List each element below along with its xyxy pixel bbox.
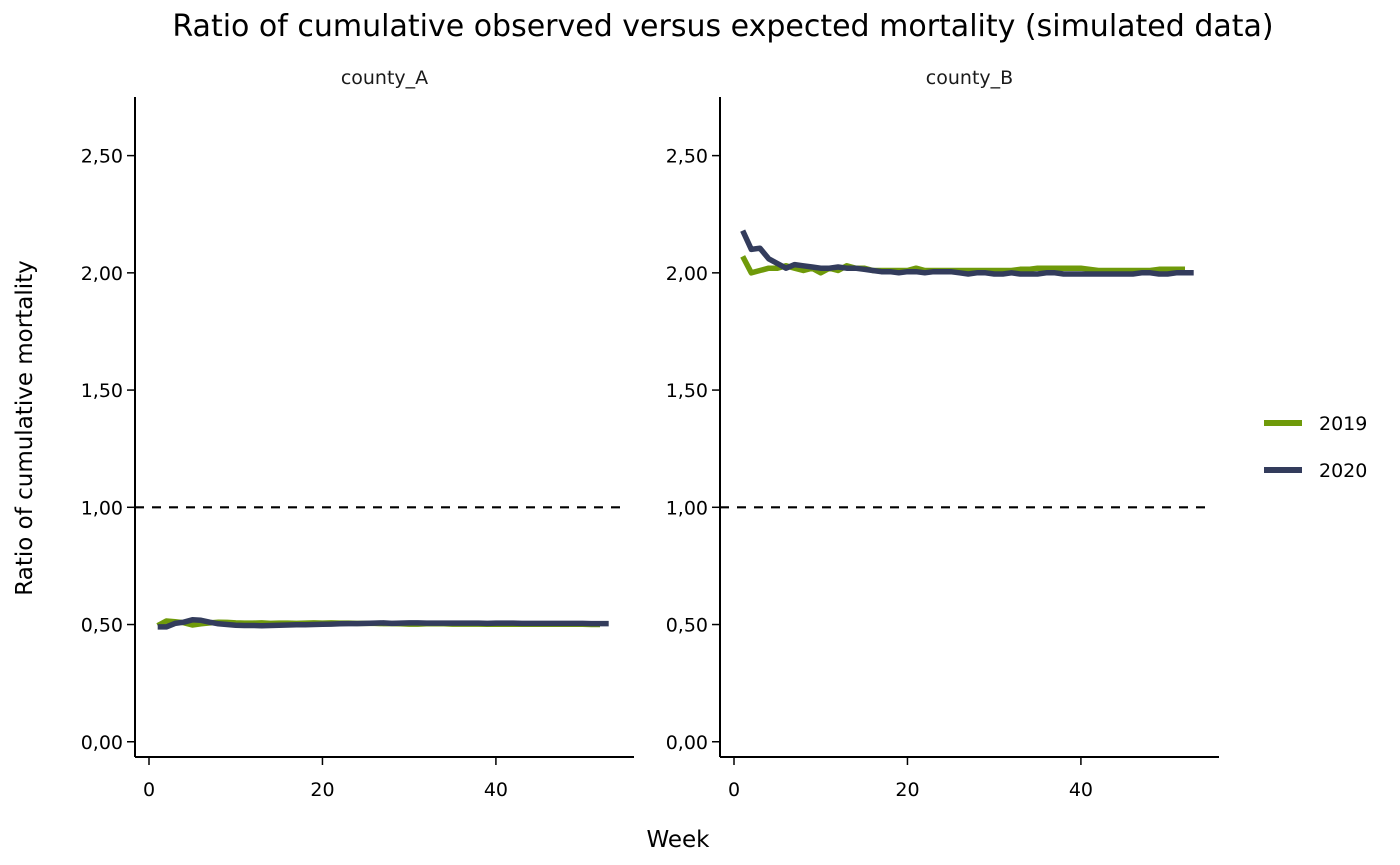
strip-label: county_A: [341, 67, 428, 89]
legend-label-2020: 2020: [1319, 460, 1367, 482]
y-tick-label: 1,00: [81, 497, 123, 519]
x-tick-label: 20: [895, 779, 919, 801]
facet-panels: county_A0,000,501,001,502,002,500 20 40cou…: [81, 67, 1219, 801]
y-tick-label: 2,00: [81, 263, 123, 285]
x-tick-label: 40: [484, 779, 508, 801]
y-tick-label: 0,00: [81, 732, 123, 754]
x-tick-label: 0: [728, 779, 740, 801]
series-line-2020: [157, 617, 609, 630]
x-axis-title: Week: [646, 827, 710, 853]
panel-county_A: county_A 0,00 0,50 1,00 1,50 2,00 2,50 0 20 40: [81, 67, 634, 801]
strip-label: county_B: [926, 67, 1013, 89]
x-tick-label: 0: [143, 779, 155, 801]
legend: 2019 2020: [1264, 413, 1367, 482]
series-line-2019: [740, 255, 1185, 276]
y-tick-label: 0,50: [81, 615, 123, 637]
legend-label-2019: 2019: [1319, 413, 1367, 435]
series-line-2020: [740, 229, 1194, 277]
y-tick-label: 1,00: [666, 497, 708, 519]
x-tick-label: 40: [1069, 779, 1093, 801]
y-tick-label: 2,00: [666, 263, 708, 285]
panel-county_B: county_B 0,00 0,50 1,00 1,50 2,00 2,50 0 20 40: [666, 67, 1219, 801]
x-tick-label: 20: [310, 779, 334, 801]
y-axis-title: Ratio of cumulative mortality: [12, 260, 38, 595]
y-tick-label: 0,50: [666, 615, 708, 637]
y-tick-label: 0,00: [666, 732, 708, 754]
y-tick-label: 1,50: [666, 380, 708, 402]
y-tick-label: 2,50: [666, 146, 708, 168]
y-tick-label: 1,50: [81, 380, 123, 402]
y-tick-label: 2,50: [81, 146, 123, 168]
chart-title: Ratio of cumulative observed versus expe…: [172, 9, 1273, 44]
